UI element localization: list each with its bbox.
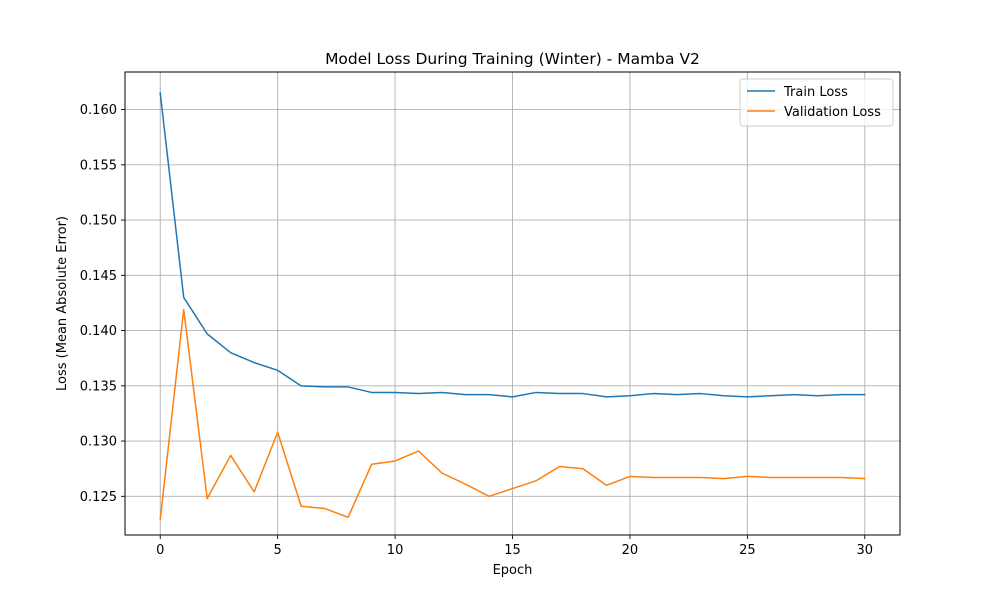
- validation-loss-line: [159, 308, 866, 521]
- series-lines: [159, 92, 866, 521]
- legend-validation-label: Validation Loss: [784, 105, 881, 120]
- y-tick-label: 0.160: [80, 103, 117, 118]
- y-tick-label: 0.150: [80, 214, 117, 229]
- plot-frame: [124, 71, 901, 536]
- y-tick-label: 0.140: [80, 324, 117, 339]
- train-loss-line: [159, 92, 866, 398]
- x-tick-label: 0: [156, 543, 164, 558]
- x-tick-label: 30: [856, 543, 873, 558]
- y-tick-label: 0.125: [80, 490, 117, 505]
- y-axis-label: Loss (Mean Absolute Error): [55, 216, 70, 391]
- y-tick-label: 0.155: [80, 158, 117, 173]
- x-axis-label: Epoch: [493, 563, 533, 578]
- legend-train-label: Train Loss: [783, 85, 848, 100]
- x-tick-label: 25: [739, 543, 756, 558]
- legend: Train Loss Validation Loss: [739, 78, 894, 127]
- x-tick-label: 5: [274, 543, 282, 558]
- y-tick-label: 0.135: [80, 379, 117, 394]
- y-tick-label: 0.130: [80, 435, 117, 450]
- x-tick-label: 20: [622, 543, 639, 558]
- grid-lines: [125, 72, 900, 535]
- legend-box: [739, 78, 894, 127]
- x-tick-label: 10: [387, 543, 404, 558]
- x-tick-label: 15: [504, 543, 521, 558]
- axis-ticks: 0 5 10 15 20 25 30 0.125 0.130 0.135 0.140 0.145 0.1…: [80, 103, 873, 558]
- chart-title: Model Loss During Training (Winter) - Ma…: [325, 50, 700, 68]
- y-tick-label: 0.145: [80, 269, 117, 284]
